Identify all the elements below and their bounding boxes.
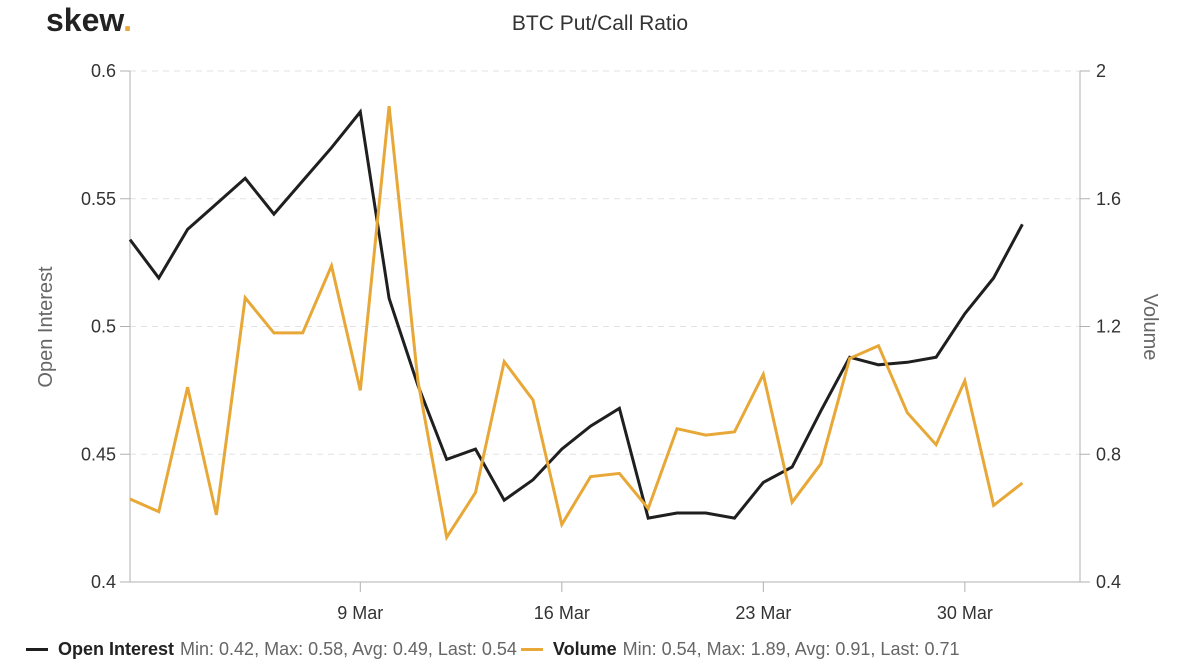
left-axis-title: Open Interest xyxy=(35,266,57,388)
right-axis-ticks: 0.4 0.8 1.2 1.6 2 xyxy=(1080,61,1121,592)
right-tick-label: 0.4 xyxy=(1096,572,1121,592)
logo-dot: . xyxy=(123,2,132,38)
logo-text: skew xyxy=(46,2,124,38)
legend-item-volume[interactable]: Volume Min: 0.54, Max: 1.89, Avg: 0.91, … xyxy=(520,639,960,660)
legend-stats-volume: Min: 0.54, Max: 1.89, Avg: 0.91, Last: 0… xyxy=(622,639,960,659)
right-axis-title: Volume xyxy=(1139,294,1161,361)
right-tick-label: 0.8 xyxy=(1096,444,1121,464)
right-tick-label: 1.6 xyxy=(1096,189,1121,209)
series-line-volume xyxy=(129,105,1024,542)
legend-swatch-volume xyxy=(520,648,543,651)
legend: Open Interest Min: 0.42, Max: 0.58, Avg:… xyxy=(26,639,960,660)
chart-title: BTC Put/Call Ratio xyxy=(512,12,688,35)
legend-swatch-open-interest xyxy=(26,648,48,651)
right-tick-label: 2 xyxy=(1096,61,1106,81)
left-tick-label: 0.6 xyxy=(91,61,116,81)
legend-label-open-interest: Open Interest xyxy=(58,639,175,659)
left-tick-label: 0.5 xyxy=(91,317,116,337)
gridlines xyxy=(130,70,1080,455)
left-tick-label: 0.45 xyxy=(81,444,116,464)
left-axis-ticks: 0.4 0.45 0.5 0.55 0.6 xyxy=(81,61,130,592)
left-tick-label: 0.55 xyxy=(81,189,116,209)
x-tick-label: 23 Mar xyxy=(735,603,791,623)
legend-label-volume: Volume xyxy=(552,639,617,659)
legend-stats-open-interest: Min: 0.42, Max: 0.58, Avg: 0.49, Last: 0… xyxy=(180,639,517,659)
series-line-open-interest xyxy=(128,108,1024,520)
left-tick-label: 0.4 xyxy=(91,572,116,592)
right-tick-label: 1.2 xyxy=(1096,317,1121,337)
x-tick-label: 16 Mar xyxy=(534,603,590,623)
x-tick-label: 9 Mar xyxy=(337,603,383,623)
skew-logo: skew. xyxy=(46,2,132,39)
series-layer xyxy=(128,105,1024,542)
legend-item-open-interest[interactable]: Open Interest Min: 0.42, Max: 0.58, Avg:… xyxy=(26,639,517,660)
x-tick-label: 30 Mar xyxy=(937,603,993,623)
x-axis-ticks: 9 Mar 16 Mar 23 Mar 30 Mar xyxy=(337,582,993,623)
